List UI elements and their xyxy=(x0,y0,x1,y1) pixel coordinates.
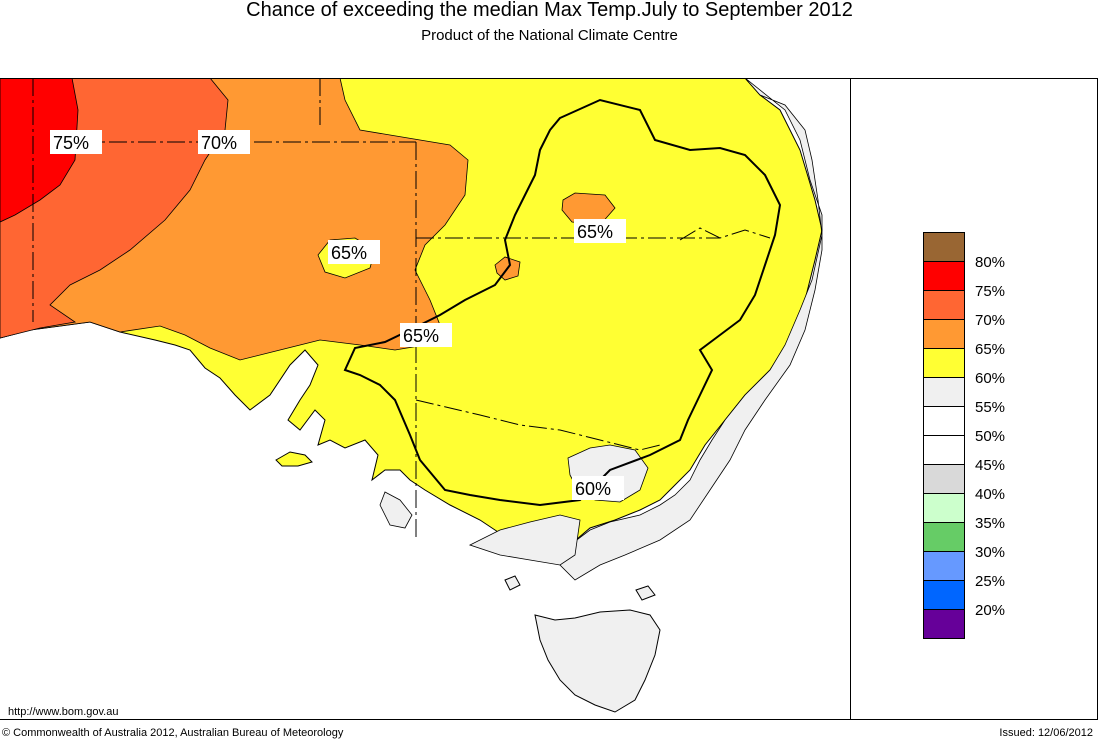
legend-label: 35% xyxy=(975,515,1006,532)
legend-label: 70% xyxy=(975,312,1006,329)
legend-swatch xyxy=(923,290,965,320)
source-url[interactable]: http://www.bom.gov.au xyxy=(8,706,119,718)
map-title: Chance of exceeding the median Max Temp.… xyxy=(246,0,853,21)
map-subtitle: Product of the National Climate Centre xyxy=(421,27,678,44)
legend-label: 65% xyxy=(975,341,1006,358)
legend-swatch xyxy=(923,580,965,610)
region-55-east xyxy=(559,78,823,581)
contour-label-65-north: 65% xyxy=(577,222,613,242)
legend-swatch xyxy=(923,522,965,552)
contour-label-65-west: 65% xyxy=(331,243,367,263)
legend-divider xyxy=(850,78,851,720)
probability-map: 75% 70% 65% 65% 65% 60% xyxy=(0,78,850,720)
region-75 xyxy=(0,78,79,223)
legend-swatch xyxy=(923,232,965,262)
legend-swatch xyxy=(923,551,965,581)
legend-label: 45% xyxy=(975,457,1006,474)
contour-label-65-central: 65% xyxy=(403,326,439,346)
tasmania xyxy=(534,609,661,713)
legend-swatch xyxy=(923,261,965,291)
map-frame xyxy=(0,78,1098,720)
contour-label-75: 75% xyxy=(53,133,89,153)
legend-label: 20% xyxy=(975,602,1006,619)
legend-swatch xyxy=(923,435,965,465)
legend-swatch xyxy=(923,319,965,349)
legend-label: 75% xyxy=(975,283,1006,300)
legend-swatch xyxy=(923,493,965,523)
issued-date: Issued: 12/06/2012 xyxy=(999,727,1093,739)
legend-label: 60% xyxy=(975,370,1006,387)
contour-label-60: 60% xyxy=(575,479,611,499)
legend-label: 80% xyxy=(975,254,1006,271)
legend-swatch xyxy=(923,406,965,436)
legend-label: 50% xyxy=(975,428,1006,445)
color-legend xyxy=(923,232,965,639)
legend-label: 25% xyxy=(975,573,1006,590)
legend-label: 40% xyxy=(975,486,1006,503)
legend-swatch xyxy=(923,377,965,407)
copyright-text: © Commonwealth of Australia 2012, Austra… xyxy=(2,727,344,739)
legend-swatch xyxy=(923,464,965,494)
legend-label: 30% xyxy=(975,544,1006,561)
legend-swatch xyxy=(923,609,965,639)
legend-swatch xyxy=(923,348,965,378)
legend-label: 55% xyxy=(975,399,1006,416)
contour-label-70: 70% xyxy=(201,133,237,153)
basin-outline xyxy=(343,98,782,507)
